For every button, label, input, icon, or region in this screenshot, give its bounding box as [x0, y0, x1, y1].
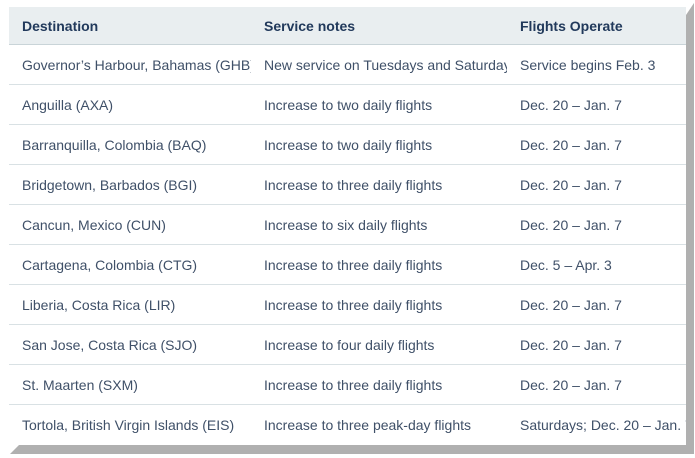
table-row: Liberia, Costa Rica (LIR) Increase to thr… [9, 284, 686, 325]
cell-service-notes: Increase to four daily flights [251, 324, 507, 365]
cell-flights-operate: Dec. 20 – Jan. 7 [507, 324, 686, 365]
flight-schedule-card: Destination Service notes Flights Operat… [9, 7, 686, 444]
column-header-service-notes: Service notes [251, 7, 507, 45]
cell-flights-operate: Dec. 20 – Jan. 7 [507, 364, 686, 405]
cell-destination: St. Maarten (SXM) [9, 364, 251, 405]
cell-service-notes: Increase to two daily flights [251, 124, 507, 165]
cell-destination: San Jose, Costa Rica (SJO) [9, 324, 251, 365]
cell-destination: Cartagena, Colombia (CTG) [9, 244, 251, 285]
cell-flights-operate: Dec. 20 – Jan. 7 [507, 204, 686, 245]
card-shadow-bottom [10, 445, 686, 454]
table-row: Cancun, Mexico (CUN) Increase to six dail… [9, 204, 686, 245]
column-header-destination: Destination [9, 7, 251, 45]
cell-flights-operate: Dec. 20 – Jan. 7 [507, 164, 686, 205]
table-row: Cartagena, Colombia (CTG) Increase to thr… [9, 244, 686, 285]
cell-destination: Anguilla (AXA) [9, 84, 251, 125]
cell-flights-operate: Service begins Feb. 3 [507, 44, 686, 85]
table-row: St. Maarten (SXM) Increase to three daily… [9, 364, 686, 405]
cell-destination: Liberia, Costa Rica (LIR) [9, 284, 251, 325]
cell-flights-operate: Dec. 5 – Apr. 3 [507, 244, 686, 285]
cell-flights-operate: Dec. 20 – Jan. 7 [507, 284, 686, 325]
table-row: Anguilla (AXA) Increase to two daily flig… [9, 84, 686, 125]
cell-destination: Cancun, Mexico (CUN) [9, 204, 251, 245]
cell-service-notes: Increase to three daily flights [251, 244, 507, 285]
cell-service-notes: New service on Tuesdays and Saturdays [251, 44, 507, 85]
cell-service-notes: Increase to three daily flights [251, 284, 507, 325]
cell-destination: Tortola, British Virgin Islands (EIS) [22, 416, 235, 433]
header-row: Destination Service notes Flights Operat… [9, 7, 686, 45]
cell-destination: Governor’s Harbour, Bahamas (GHB) [9, 44, 251, 85]
cell-service-notes: Increase to six daily flights [251, 204, 507, 245]
cell-service-notes: Increase to two daily flights [251, 84, 507, 125]
cell-flights-operate: Saturdays; Dec. 20 – Jan. 7 [520, 416, 686, 433]
table-header: Destination Service notes Flights Operat… [9, 7, 686, 45]
table-row: Tortola, British Virgin Islands (EIS) Inc… [9, 405, 686, 445]
cell-service-notes: Increase to three peak-day flights [264, 416, 472, 433]
table-row: San Jose, Costa Rica (SJO) Increase to fo… [9, 324, 686, 365]
table-row: Barranquilla, Colombia (BAQ) Increase to … [9, 124, 686, 165]
column-header-flights-operate: Flights Operate [507, 7, 686, 45]
cell-service-notes: Increase to three daily flights [251, 364, 507, 405]
table-row: Governor’s Harbour, Bahamas (GHB) New ser… [9, 44, 686, 85]
table-row: Bridgetown, Barbados (BGI) Increase to th… [9, 164, 686, 205]
cell-destination: Barranquilla, Colombia (BAQ) [9, 124, 251, 165]
flight-schedule-table: Destination Service notes Flights Operat… [9, 7, 686, 444]
cell-service-notes: Increase to three daily flights [251, 164, 507, 205]
cell-flights-operate: Dec. 20 – Jan. 7 [507, 124, 686, 165]
cell-flights-operate: Dec. 20 – Jan. 7 [507, 84, 686, 125]
card-shadow-right [686, 3, 694, 454]
table-body: Governor’s Harbour, Bahamas (GHB) New ser… [9, 44, 686, 445]
cell-destination: Bridgetown, Barbados (BGI) [9, 164, 251, 205]
